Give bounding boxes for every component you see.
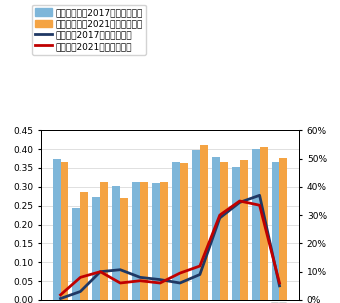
Bar	[72, 208, 81, 300]
Bar	[81, 192, 88, 300]
Bar	[240, 160, 248, 300]
改善度（2017年）（右軸）	[178, 281, 182, 285]
改善度（2021年）（右軸）	[138, 279, 142, 283]
Bar	[53, 158, 61, 300]
改善度（2017年）（右軸）	[138, 275, 142, 279]
Bar	[252, 149, 259, 300]
改善度（2017年）（右軸）	[118, 268, 122, 271]
Legend: 再分配所得（2017年）（左軸）, 再分配所得（2021年）（左軸）, 改善度（2017年）（右軸）, 改善度（2021年）（右軸）: 再分配所得（2017年）（左軸）, 再分配所得（2021年）（左軸）, 改善度（…	[32, 5, 146, 55]
改善度（2021年）（右軸）	[58, 293, 63, 297]
改善度（2017年）（右軸）	[198, 273, 202, 276]
Bar	[212, 158, 220, 300]
改善度（2021年）（右軸）	[218, 213, 222, 217]
改善度（2021年）（右軸）	[198, 264, 202, 268]
Bar	[192, 150, 200, 300]
改善度（2021年）（右軸）	[178, 271, 182, 275]
改善度（2021年）（右軸）	[98, 270, 102, 274]
Bar	[152, 183, 160, 300]
改善度（2021年）（右軸）	[158, 281, 162, 285]
Bar	[220, 162, 228, 300]
Bar	[160, 181, 168, 300]
Bar	[232, 167, 240, 300]
Bar	[180, 163, 188, 300]
改善度（2017年）（右軸）	[98, 270, 102, 274]
Bar	[272, 162, 279, 300]
Bar	[120, 198, 128, 300]
Line: 改善度（2021年）（右軸）: 改善度（2021年）（右軸）	[61, 201, 279, 295]
Bar	[279, 158, 287, 300]
改善度（2021年）（右軸）	[238, 199, 242, 203]
Bar	[200, 145, 208, 300]
改善度（2021年）（右軸）	[79, 275, 83, 279]
改善度（2017年）（右軸）	[257, 194, 261, 197]
改善度（2021年）（右軸）	[118, 281, 122, 285]
Line: 改善度（2017年）（右軸）: 改善度（2017年）（右軸）	[61, 195, 279, 298]
Bar	[100, 182, 108, 300]
Bar	[172, 162, 180, 300]
改善度（2017年）（右軸）	[158, 278, 162, 281]
改善度（2021年）（右軸）	[257, 203, 261, 207]
改善度（2017年）（右軸）	[277, 284, 282, 288]
Bar	[259, 147, 268, 300]
改善度（2017年）（右軸）	[218, 216, 222, 220]
Bar	[112, 186, 120, 300]
Bar	[140, 181, 148, 300]
改善度（2017年）（右軸）	[79, 290, 83, 293]
改善度（2017年）（右軸）	[58, 297, 63, 300]
改善度（2021年）（右軸）	[277, 281, 282, 285]
Bar	[61, 162, 68, 300]
改善度（2017年）（右軸）	[238, 201, 242, 204]
Bar	[132, 182, 140, 300]
Bar	[92, 197, 100, 300]
